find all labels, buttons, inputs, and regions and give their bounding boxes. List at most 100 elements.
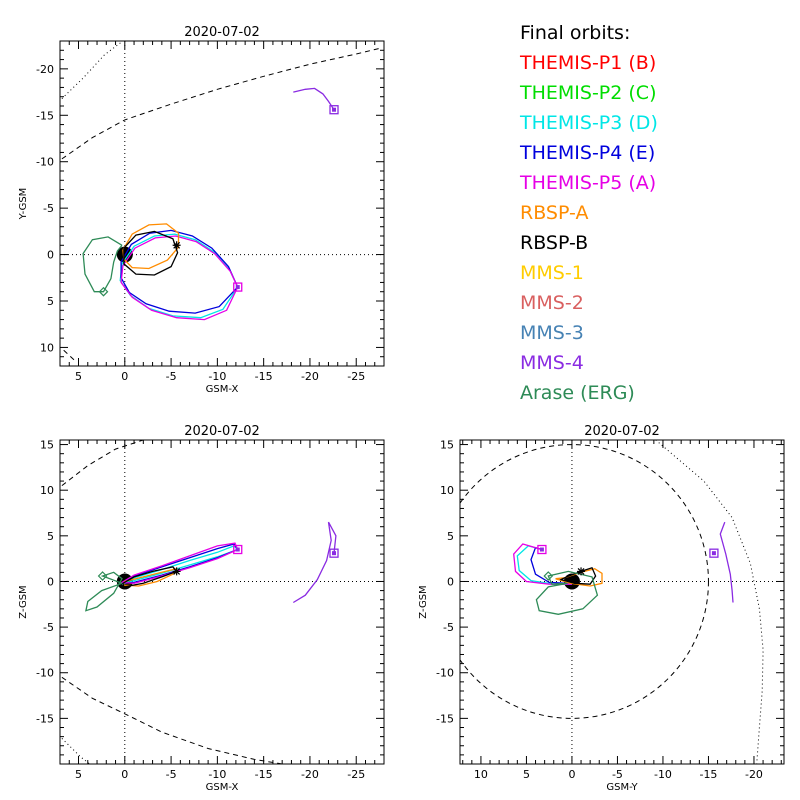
bow-shock-line [61, 738, 90, 764]
position-marker-square [332, 551, 337, 556]
y-tick-label: -10 [436, 667, 454, 680]
legend-item: RBSP-A [520, 202, 589, 224]
y-tick-label: -10 [36, 667, 54, 680]
x-tick-label: 5 [75, 768, 82, 781]
x-tick-label: -20 [745, 768, 763, 781]
x-tick-label: -15 [255, 370, 273, 383]
y-tick-label: -10 [36, 156, 54, 169]
earth-disk [563, 573, 580, 590]
x-axis-label: GSM-X [206, 384, 239, 395]
position-marker-square [329, 548, 339, 558]
x-tick-label: -25 [347, 768, 365, 781]
y-tick-label: -20 [36, 63, 54, 76]
y-tick-label: 15 [40, 439, 54, 452]
y-tick-label: -15 [436, 712, 454, 725]
position-marker-square [709, 548, 719, 558]
orbit-panel-3: 10 5 0 -5 -10 -15 -20 15 10 5 0 -5 -10 -15 2020-07-02 G… [418, 424, 785, 793]
y-tick-label: 0 [47, 249, 54, 262]
orbit-line [119, 233, 239, 319]
x-tick-label: -25 [347, 370, 365, 383]
orbit-line [292, 521, 337, 604]
position-marker-star [577, 567, 586, 576]
plot-frame [59, 439, 385, 765]
plot-area [60, 41, 384, 366]
axis-ticks [59, 440, 385, 765]
x-tick-label: -10 [654, 768, 672, 781]
plot-area [460, 440, 784, 764]
x-tick-label: -5 [612, 768, 623, 781]
legend-title: Final orbits: [520, 22, 631, 44]
y-axis-label: Z-GSM [418, 585, 429, 618]
magnetopause-line [61, 440, 144, 486]
position-marker-square [329, 105, 339, 115]
x-tick-label: -20 [301, 768, 319, 781]
x-tick-label: 0 [121, 370, 128, 383]
y-tick-label: 0 [447, 575, 454, 588]
position-marker-square [332, 107, 337, 112]
y-axis-label: Y-GSM [18, 188, 29, 221]
y-tick-label: -5 [443, 621, 454, 634]
y-axis-label: Z-GSM [18, 585, 29, 618]
y-tick-label: 10 [40, 484, 54, 497]
y-tick-label: -15 [36, 712, 54, 725]
position-marker-square [233, 544, 243, 555]
x-axis-label: GSM-X [206, 782, 239, 793]
y-tick-label: 15 [440, 439, 454, 452]
x-tick-label: -15 [255, 768, 273, 781]
legend-item: THEMIS-P4 (E) [520, 142, 656, 164]
legend-item: THEMIS-P1 (B) [520, 52, 657, 74]
position-marker-square [537, 544, 547, 555]
x-tick-label: -20 [301, 370, 319, 383]
orbit-line [122, 566, 178, 588]
bow-shock-line [61, 41, 124, 99]
position-marker-square [711, 551, 716, 556]
legend-item: MMS-2 [520, 292, 584, 314]
axis-ticks [460, 440, 784, 765]
orbit-panel-2: 5 0 -5 -10 -15 -20 -25 15 10 5 0 -5 -10 -15 2020-07-02… [18, 424, 385, 793]
x-tick-label: 5 [75, 370, 82, 383]
orbit-line [555, 567, 603, 587]
y-tick-label: -15 [36, 109, 54, 122]
position-marker-diamond [97, 571, 108, 581]
legend: Final orbits: THEMIS-P1 (B) THEMIS-P2 (C… [520, 18, 658, 408]
orbit-line [120, 229, 239, 314]
x-tick-label: 0 [121, 768, 128, 781]
x-axis-label: GSM-Y [606, 782, 638, 793]
legend-item: Arase (ERG) [520, 382, 635, 404]
orbit-line [535, 570, 599, 615]
x-tick-label: -5 [166, 370, 177, 383]
plot-frame [59, 40, 385, 367]
orbit-panel-1: 5 0 -5 -10 -15 -20 -25 10 5 0 -5 -10 -15 -20 2020-07-0… [18, 25, 385, 395]
orbit-line [719, 521, 734, 603]
position-marker-diamond [98, 286, 109, 297]
plot-title: 2020-07-02 [184, 424, 260, 439]
y-tick-label: -5 [43, 202, 54, 215]
orbit-line [120, 235, 239, 321]
y-tick-label: -5 [43, 621, 54, 634]
orbit-line [82, 236, 123, 293]
y-tick-label: 10 [440, 484, 454, 497]
plot-title: 2020-07-02 [184, 25, 260, 40]
legend-item: THEMIS-P2 (C) [520, 82, 657, 104]
legend-item: MMS-3 [520, 322, 584, 344]
orbit-line [119, 542, 239, 584]
x-tick-label: -5 [166, 768, 177, 781]
position-marker-square [233, 282, 243, 292]
position-marker-square [235, 285, 240, 290]
legend-item: RBSP-B [520, 232, 589, 254]
y-tick-label: 5 [47, 530, 54, 543]
y-tick-label: 10 [40, 341, 54, 354]
position-marker-star [172, 241, 181, 250]
plot-frame [459, 439, 785, 765]
x-tick-label: -10 [208, 768, 226, 781]
orbit-line [293, 87, 335, 111]
y-tick-label: 5 [447, 530, 454, 543]
position-marker-diamond [543, 571, 554, 581]
orbit-line [513, 543, 572, 585]
magnetopause-line [61, 676, 283, 764]
magnetopause-line [63, 349, 78, 363]
x-tick-label: 10 [474, 768, 488, 781]
y-tick-label: 5 [47, 295, 54, 308]
legend-item: THEMIS-P3 (D) [520, 112, 658, 134]
